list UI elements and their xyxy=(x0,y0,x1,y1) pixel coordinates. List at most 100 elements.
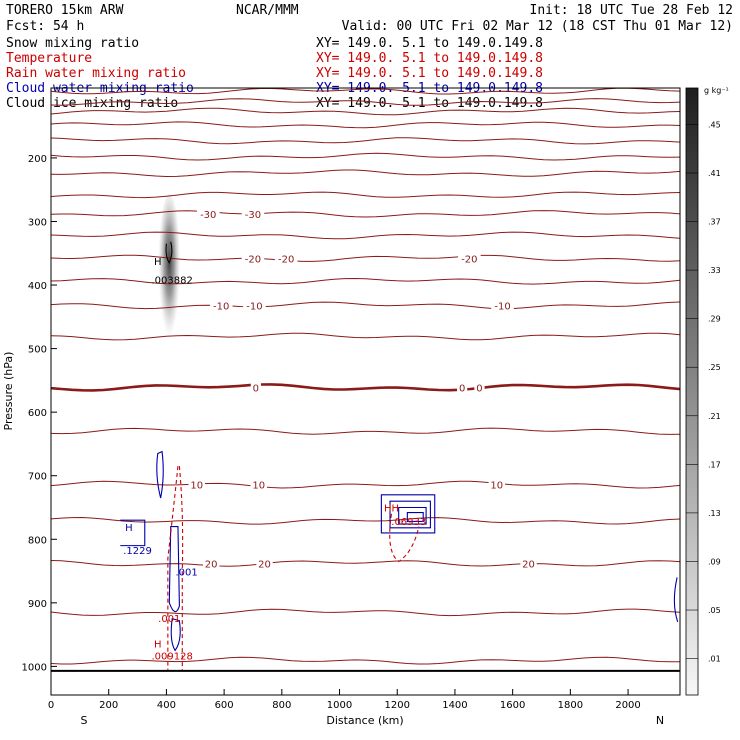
field-xy-snow: XY= 149.0. 5.1 to 149.0.149.8 xyxy=(316,36,543,51)
isotherm-line xyxy=(51,480,680,489)
snow-shading-layer xyxy=(158,194,181,345)
y-axis-label: Pressure (hPa) xyxy=(2,352,15,431)
colorbar-unit: g kg⁻¹ xyxy=(704,86,729,95)
isotherm-line xyxy=(51,107,680,116)
isotherm-label-bg xyxy=(491,298,514,311)
isotherm-label: 0 xyxy=(253,383,259,394)
y-tick-label: 200 xyxy=(28,154,47,165)
colorbar-tick-label: .01 xyxy=(708,655,721,664)
cloud-water-contour xyxy=(170,618,181,652)
isotherm-label-bg xyxy=(256,556,273,569)
isotherm-label-bg xyxy=(188,477,205,490)
isotherm-line xyxy=(51,560,680,567)
contour-max-label: H xyxy=(154,640,162,651)
field-label-temperature: Temperature xyxy=(6,51,92,66)
isotherm-line xyxy=(51,121,680,129)
isotherm-label: -20 xyxy=(245,254,261,265)
isotherm-label: 10 xyxy=(490,481,503,492)
isotherm-label: -10 xyxy=(494,301,510,312)
forecast-hour: Fcst: 54 h xyxy=(6,19,84,34)
isotherm-label: 20 xyxy=(258,559,271,570)
isotherm-line xyxy=(51,516,680,525)
colorbar-tick-label: .13 xyxy=(708,509,721,518)
cloud-water-contour xyxy=(398,506,427,525)
x-tick-label: 2000 xyxy=(615,700,640,711)
x-axis-label: Distance (km) xyxy=(326,714,403,727)
direction-right: N xyxy=(656,714,664,727)
cloud-water-contour xyxy=(406,512,424,523)
colorbar-tick-label: .37 xyxy=(708,218,721,227)
isotherm-label-bg xyxy=(202,556,220,569)
isotherm-label: -10 xyxy=(246,301,262,312)
isotherm-label-bg xyxy=(250,477,267,490)
colorbar-tick-label: .33 xyxy=(708,266,721,275)
x-tick-label: 1600 xyxy=(500,700,525,711)
isotherm-line xyxy=(51,98,680,106)
contour-max-label: .001 xyxy=(158,614,180,625)
isotherm-label: -20 xyxy=(461,254,477,265)
colorbar-ramp xyxy=(685,87,699,696)
x-tick-label: 200 xyxy=(99,700,118,711)
cloud-water-contour xyxy=(673,577,679,623)
snow-shading xyxy=(158,194,181,345)
init-time: Init: 18 UTC Tue 28 Feb 12 xyxy=(530,3,734,18)
y-tick-label: 800 xyxy=(28,535,47,546)
field-label-snow: Snow mixing ratio xyxy=(6,36,139,51)
y-tick-label: 600 xyxy=(28,408,47,419)
x-tick-label: 1200 xyxy=(385,700,410,711)
field-legend: Snow mixing ratio XY= 149.0. 5.1 to 149.… xyxy=(6,36,543,111)
isotherm-line xyxy=(51,231,680,240)
isotherm-label-bg xyxy=(458,251,481,264)
model-title: TORERO 15km ARW xyxy=(6,3,124,18)
field-xy-rain: XY= 149.0. 5.1 to 149.0.149.8 xyxy=(316,66,543,81)
cloud-water-contour xyxy=(389,500,431,529)
isotherm-label-bg xyxy=(241,251,265,264)
isotherm-label-bg xyxy=(274,251,298,264)
colorbar-tick-label: .05 xyxy=(708,606,721,615)
colorbar: g kg⁻¹ .45 .41 .37 .33 .29 .25 .21 .17 .13 .09 .05… xyxy=(685,86,729,696)
contour-max-label: .003882 xyxy=(152,275,193,286)
isotherm-line xyxy=(51,277,680,285)
isotherm-line xyxy=(51,301,680,310)
y-tick-label: 700 xyxy=(28,472,47,483)
contour-max-label: .1229 xyxy=(123,546,152,557)
rain-contour xyxy=(167,466,179,671)
isotherm-line xyxy=(51,137,680,145)
contour-max-label: H xyxy=(125,523,133,534)
cloud-water-contour xyxy=(120,519,146,547)
isotherm-line xyxy=(51,254,680,262)
rain-contour xyxy=(178,466,184,671)
contour-max-label: .009128 xyxy=(152,652,193,663)
axes-layer: 0 200 400 600 800 1000 1200 1400 1600 1800 2000200… xyxy=(22,154,680,711)
colorbar-tick-label: .25 xyxy=(708,363,721,372)
x-tick-label: 600 xyxy=(215,700,234,711)
isotherm-label-bg xyxy=(474,380,485,393)
isotherm-line xyxy=(51,656,680,665)
isotherm-label: -20 xyxy=(278,254,294,265)
isotherm-line xyxy=(51,169,680,178)
isotherm-label-bg xyxy=(196,206,220,219)
y-tick-label: 300 xyxy=(28,217,47,228)
isotherm-label-bg xyxy=(209,298,233,311)
isotherm-line xyxy=(51,427,680,435)
isotherm-label-bg xyxy=(241,206,265,219)
colorbar-tick-label: .29 xyxy=(708,315,721,324)
field-xy-temperature: XY= 149.0. 5.1 to 149.0.149.8 xyxy=(316,51,543,66)
isotherm-line xyxy=(51,210,680,218)
isotherm-line xyxy=(51,152,680,161)
colorbar-tick-label: .17 xyxy=(708,460,721,469)
cloud-water-contour xyxy=(168,526,180,613)
freezing-level-line xyxy=(51,383,680,392)
isotherm-label-bg xyxy=(243,298,266,311)
colorbar-tick-label: .21 xyxy=(708,412,721,421)
snow-contour xyxy=(165,241,173,264)
isotherm-label: 0 xyxy=(476,383,482,394)
y-tick-label: 900 xyxy=(28,599,47,610)
isotherm-label-bg xyxy=(488,477,505,490)
cloud-water-contour xyxy=(380,494,436,534)
x-tick-label: 0 xyxy=(48,700,54,711)
direction-left: S xyxy=(81,714,88,727)
